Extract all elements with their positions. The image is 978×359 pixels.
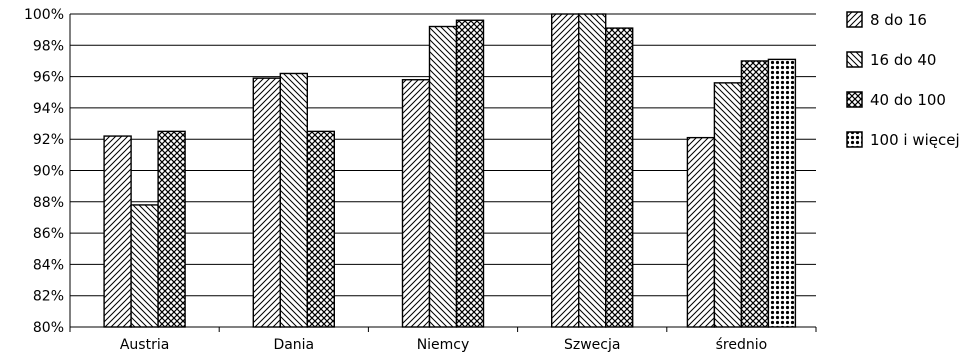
legend-label: 8 do 16: [870, 11, 927, 29]
bar-średnio-series-2: [740, 60, 770, 328]
bar-austria-series-2: [157, 130, 186, 328]
x-tick-label: Austria: [120, 337, 169, 353]
y-tick-label: 82%: [33, 289, 64, 305]
y-tick-label: 84%: [33, 257, 64, 273]
y-tick-label: 86%: [33, 226, 64, 242]
bar-szwecja-series-0: [551, 13, 580, 328]
y-tick-label: 80%: [33, 320, 64, 336]
y-tick-label: 94%: [33, 101, 64, 117]
bar-szwecja-series-2: [605, 27, 634, 328]
y-tick-label: 96%: [33, 70, 64, 86]
x-tick-label: Niemcy: [417, 337, 470, 353]
y-tick-label: 90%: [33, 164, 64, 180]
bar-niemcy-series-1: [428, 25, 458, 328]
bars: [103, 13, 797, 328]
legend-swatch: [846, 51, 863, 68]
legend-swatch: [846, 11, 863, 28]
legend-label: 40 do 100: [870, 91, 946, 109]
x-tick-label: Dania: [273, 337, 314, 353]
y-tick-label: 92%: [33, 132, 64, 148]
bar-średnio-series-0: [686, 136, 716, 328]
y-tick-label: 88%: [33, 195, 64, 211]
bar-szwecja-series-1: [578, 13, 607, 328]
bar-średnio-series-1: [713, 82, 743, 328]
bar-dania-series-0: [252, 77, 282, 328]
x-tick-label: średnio: [716, 337, 768, 353]
bar-dania-series-1: [279, 72, 308, 328]
bar-średnio-series-3: [767, 58, 797, 328]
legend-swatch: [846, 91, 863, 108]
bar-niemcy-series-0: [401, 79, 431, 328]
legend-swatch: [846, 131, 863, 148]
legend: 8 do 16 16 do 40 40 do 100 100 i więcej: [846, 11, 960, 149]
bar-niemcy-series-2: [455, 19, 485, 328]
bar-austria-series-0: [103, 135, 132, 328]
y-tick-label: 100%: [24, 7, 64, 23]
bar-austria-series-1: [130, 204, 159, 328]
axes: 80% 82% 84% 86% 88% 90% 92% 94% 96% 98% 100% Austri…: [24, 7, 817, 353]
bar-dania-series-2: [306, 130, 335, 328]
x-tick-label: Szwecja: [564, 337, 620, 353]
y-tick-label: 98%: [33, 38, 64, 54]
legend-label: 16 do 40: [870, 51, 936, 69]
legend-label: 100 i więcej: [870, 131, 960, 149]
